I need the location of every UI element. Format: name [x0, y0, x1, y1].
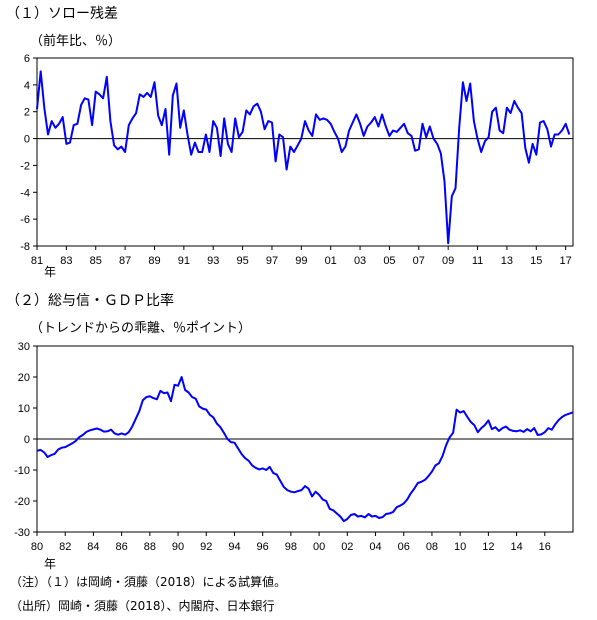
chart1-y-tick-label: 6: [24, 53, 30, 65]
chart1-x-tick-label: 09: [442, 255, 454, 267]
chart2-y-tick-label: -20: [14, 496, 30, 508]
chart1-x-unit-label: 年: [44, 265, 57, 279]
chart2-x-tick-label: 04: [369, 541, 381, 553]
chart1-x-tick-label: 83: [60, 255, 72, 267]
chart1-x-tick-label: 91: [178, 255, 190, 267]
chart2-x-tick-label: 80: [31, 541, 43, 553]
chart2-y-tick-label: 20: [18, 372, 30, 384]
chart1-subtitle: （前年比、％）: [30, 34, 122, 49]
chart1-x-tick-label: 93: [207, 255, 219, 267]
chart1-y-tick-label: 4: [24, 80, 30, 92]
chart1-y-tick-label: -6: [20, 214, 30, 226]
source-text: （出所）岡崎・須藤（2018）、内閣府、日本銀行: [10, 599, 275, 613]
chart1-x-tick-label: 15: [530, 255, 542, 267]
chart2-x-tick-label: 10: [454, 541, 466, 553]
chart2-x-tick-label: 00: [313, 541, 325, 553]
chart1-x-tick-label: 87: [119, 255, 131, 267]
chart2-x-tick-label: 82: [59, 541, 71, 553]
chart1-series-line: [36, 70, 571, 245]
chart1-x-tick-label: 05: [383, 255, 395, 267]
chart1-y-tick-label: -4: [20, 187, 30, 199]
chart1-x-tick-label: 99: [295, 255, 307, 267]
chart1-x-tick-label: 97: [266, 255, 278, 267]
chart2-subtitle: （トレンドからの乖離、％ポイント）: [30, 321, 252, 336]
chart1-x-tick-label: 85: [90, 255, 102, 267]
chart1-x-tick-label: 11: [472, 255, 483, 267]
chart1-y-tick-label: 2: [24, 107, 30, 119]
chart2-x-tick-label: 90: [172, 541, 184, 553]
chart2-x-tick-label: 14: [510, 541, 522, 553]
chart2-x-tick-label: 16: [539, 541, 551, 553]
chart1-x-tick-label: 81: [31, 255, 43, 267]
chart2-y-tick-label: 10: [18, 403, 30, 415]
chart2-x-tick-label: 84: [87, 541, 99, 553]
chart1-x-tick-label: 07: [413, 255, 425, 267]
chart1-plot-frame: [36, 57, 574, 247]
chart1-x-tick-label: 01: [325, 255, 337, 267]
chart1-y-tick-label: 0: [24, 134, 30, 146]
chart1-x-tick-label: 95: [236, 255, 248, 267]
chart2-x-tick-label: 86: [116, 541, 128, 553]
note-text: （注）（１）は岡崎・須藤（2018）による試算値。: [10, 575, 287, 589]
chart2-y-tick-label: 0: [24, 434, 30, 446]
chart2-x-tick-label: 02: [341, 541, 353, 553]
chart2-y-tick-label: -30: [14, 527, 30, 539]
chart2-x-tick-label: 94: [228, 541, 240, 553]
chart2-x-tick-label: 92: [200, 541, 212, 553]
chart2-x-tick-label: 06: [398, 541, 410, 553]
chart2-x-tick-label: 08: [426, 541, 438, 553]
chart1-y-tick-label: -8: [20, 241, 30, 253]
chart1-x-tick-label: 03: [354, 255, 366, 267]
chart2-x-tick-label: 12: [482, 541, 494, 553]
chart2-y-tick-label: -10: [14, 465, 30, 477]
chart2-series-line: [36, 376, 574, 523]
chart2-title: （２）総与信・ＧＤＰ比率: [6, 293, 174, 309]
chart2-x-tick-label: 98: [285, 541, 297, 553]
chart1-x-tick-label: 17: [560, 255, 572, 267]
chart1-x-tick-label: 89: [148, 255, 160, 267]
chart1-y-tick-label: -2: [20, 160, 30, 172]
chart1-x-tick-label: 13: [501, 255, 513, 267]
chart2-x-tick-label: 88: [144, 541, 156, 553]
chart1-title: （１）ソロー残差: [6, 6, 118, 22]
chart2-y-tick-label: 30: [18, 341, 30, 353]
chart2-x-tick-label: 96: [257, 541, 269, 553]
chart2-x-unit-label: 年: [44, 557, 57, 571]
